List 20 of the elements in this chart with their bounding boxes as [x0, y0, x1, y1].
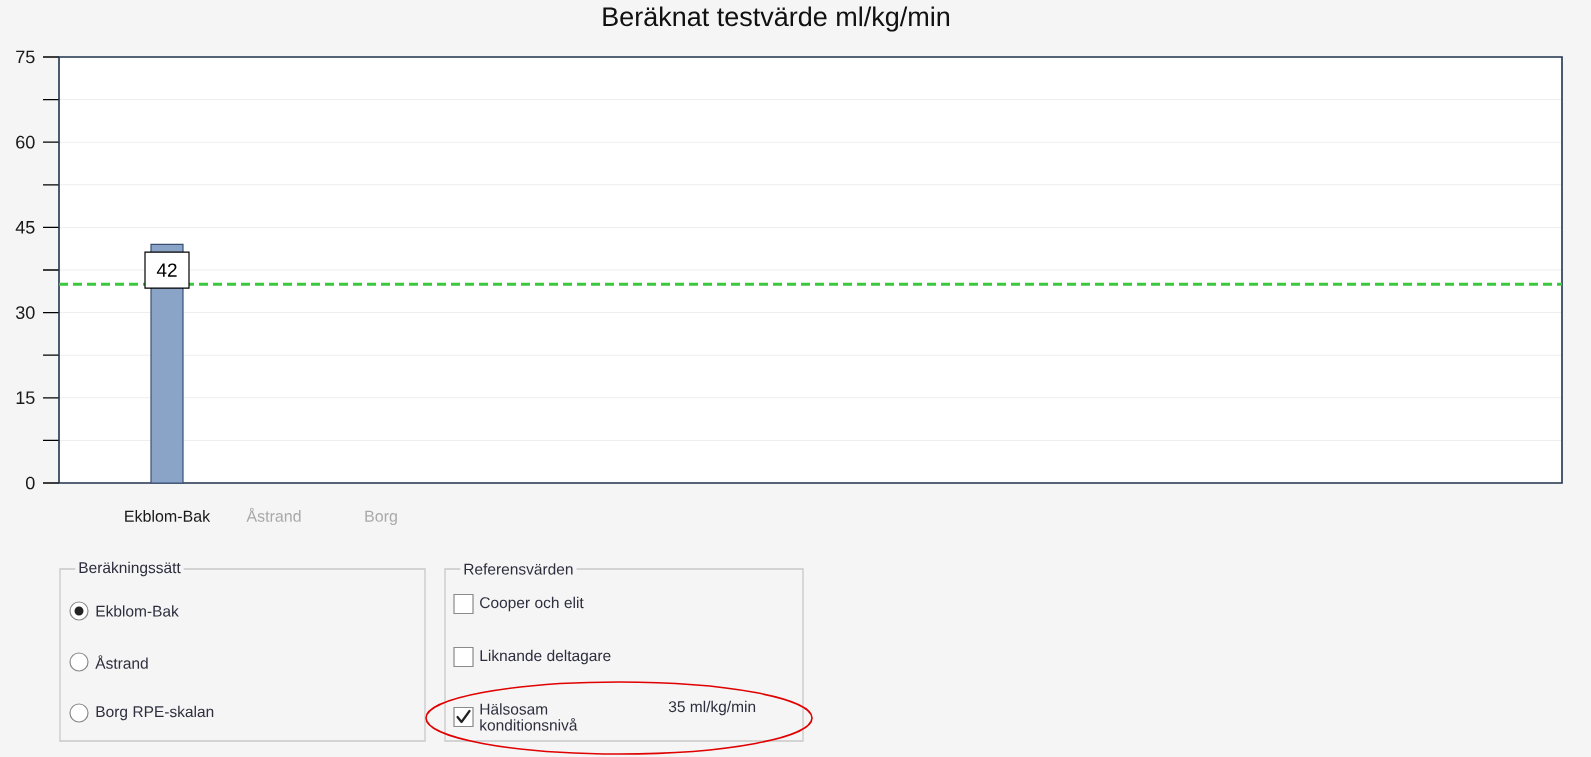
text: Liknande deltagare — [480, 649, 611, 665]
y-tick-label: 75 — [16, 50, 35, 64]
y-tick-label: 15 — [16, 391, 35, 405]
x-tick-label: Borg — [365, 510, 397, 526]
x-tick-label: Åstrand — [246, 507, 301, 522]
text: Hälsosam konditionsnivå — [480, 703, 578, 731]
data-label: 42 — [156, 263, 177, 277]
text: Beräknat testvärde ml/kg/min — [603, 6, 950, 32]
text: 35 ml/kg/min — [668, 700, 756, 716]
y-tick-label: 60 — [16, 135, 35, 149]
y-tick-label: 0 — [25, 476, 35, 490]
y-tick-label: 45 — [15, 221, 35, 234]
text: Åstrand — [95, 655, 148, 669]
x-tick-label: Ekblom-Bak — [125, 510, 211, 522]
text: Beräkningssätt — [79, 561, 181, 577]
text: Referensvärden — [464, 563, 573, 575]
text: Borg RPE-skalan — [96, 705, 214, 721]
y-tick-label: 30 — [15, 306, 35, 319]
text: Cooper och elit — [480, 596, 584, 612]
text: Ekblom-Bak — [96, 605, 179, 617]
